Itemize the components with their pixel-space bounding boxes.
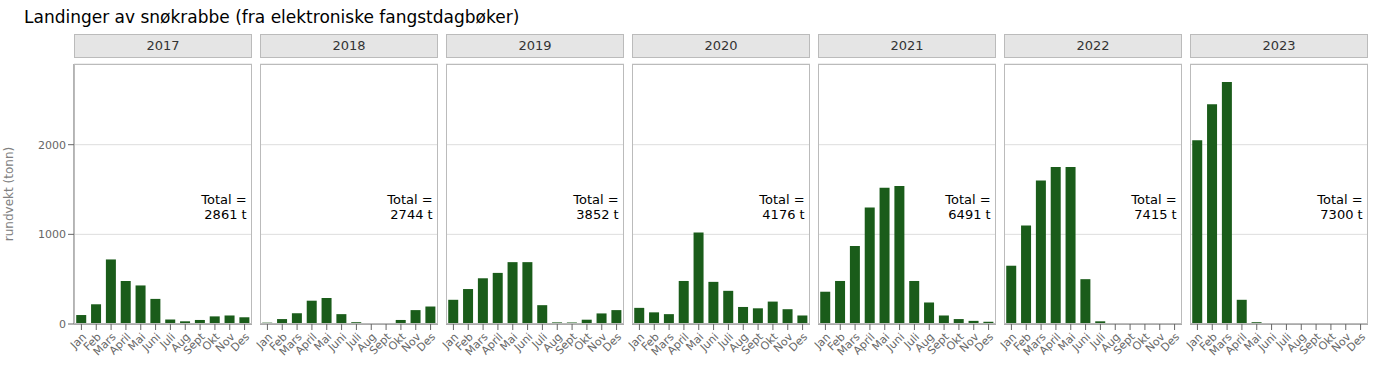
svg-text:Nov: Nov (585, 330, 610, 355)
svg-text:Des: Des (786, 330, 810, 354)
svg-text:Aug: Aug (912, 330, 937, 355)
svg-text:Okt: Okt (1315, 330, 1339, 354)
svg-text:Juni: Juni (883, 330, 908, 354)
svg-text:April: April (1222, 330, 1250, 358)
svg-text:Feb: Feb (824, 330, 848, 354)
svg-text:Okt: Okt (943, 330, 967, 354)
svg-text:April: April (292, 330, 320, 358)
svg-text:Nov: Nov (1143, 330, 1168, 355)
svg-text:Juli: Juli (343, 330, 365, 352)
svg-text:Mars: Mars (1206, 330, 1235, 359)
svg-text:Feb: Feb (1196, 330, 1220, 354)
svg-text:Mai: Mai (497, 330, 521, 354)
svg-text:Nov: Nov (399, 330, 424, 355)
svg-text:April: April (1036, 330, 1064, 358)
svg-text:Feb: Feb (1010, 330, 1034, 354)
svg-text:Nov: Nov (213, 330, 238, 355)
svg-text:Okt: Okt (385, 330, 409, 354)
svg-text:April: April (478, 330, 506, 358)
svg-text:Mars: Mars (648, 330, 677, 359)
svg-text:Aug: Aug (1098, 330, 1123, 355)
svg-text:Feb: Feb (638, 330, 662, 354)
html-text:Total = 2744 t: Total = 2744 t (387, 192, 433, 222)
svg-text:Mars: Mars (462, 330, 491, 359)
svg-text:2000: 2000 (38, 139, 66, 152)
html-text:Landinger av snøkrabbe (fra el: Landinger av snøkrabbe (fra elektroniske… (24, 7, 520, 27)
svg-text:Sept: Sept (1110, 330, 1138, 358)
svg-text:rundvekt (tonn): rundvekt (tonn) (2, 147, 16, 241)
html-text:Total = 7415 t: Total = 7415 t (1131, 192, 1177, 222)
svg-text:Juni: Juni (511, 330, 536, 354)
svg-text:Mai: Mai (869, 330, 893, 354)
svg-text:Des: Des (972, 330, 996, 354)
svg-text:Juli: Juli (1273, 330, 1295, 352)
svg-text:Aug: Aug (1284, 330, 1309, 355)
svg-text:Nov: Nov (1329, 330, 1354, 355)
svg-text:Mars: Mars (1020, 330, 1049, 359)
html-text:Total = 2861 t: Total = 2861 t (201, 192, 247, 222)
svg-text:Sept: Sept (552, 330, 580, 358)
svg-text:Juli: Juli (529, 330, 551, 352)
html-text:Total = 3852 t: Total = 3852 t (573, 192, 619, 222)
html-text:Total = 6491 t: Total = 6491 t (945, 192, 991, 222)
svg-text:Aug: Aug (168, 330, 193, 355)
html-text:2023: 2023 (1262, 38, 1296, 53)
svg-text:Sept: Sept (924, 330, 952, 358)
svg-text:Nov: Nov (771, 330, 796, 355)
svg-text:April: April (664, 330, 692, 358)
svg-text:Mai: Mai (683, 330, 707, 354)
svg-text:Feb: Feb (80, 330, 104, 354)
svg-text:Juni: Juni (139, 330, 164, 354)
svg-text:Feb: Feb (452, 330, 476, 354)
svg-text:Des: Des (600, 330, 624, 354)
svg-text:April: April (850, 330, 878, 358)
svg-text:Okt: Okt (1129, 330, 1153, 354)
svg-text:Des: Des (228, 330, 252, 354)
svg-text:Aug: Aug (354, 330, 379, 355)
svg-text:Des: Des (414, 330, 438, 354)
svg-text:Mai: Mai (125, 330, 149, 354)
svg-text:Juni: Juni (325, 330, 350, 354)
html-text:2017: 2017 (146, 38, 180, 53)
svg-text:April: April (106, 330, 134, 358)
svg-text:Juni: Juni (1069, 330, 1094, 354)
svg-text:Mars: Mars (90, 330, 119, 359)
svg-text:Juli: Juli (1087, 330, 1109, 352)
svg-text:Okt: Okt (571, 330, 595, 354)
svg-text:Aug: Aug (540, 330, 565, 355)
svg-text:Des: Des (1344, 330, 1368, 354)
html-text:Total = 4176 t: Total = 4176 t (759, 192, 805, 222)
html-text:Total = 7300 t: Total = 7300 t (1317, 192, 1363, 222)
svg-text:Sept: Sept (366, 330, 394, 358)
svg-text:Sept: Sept (180, 330, 208, 358)
html-text:2021: 2021 (890, 38, 924, 53)
html-text:2019: 2019 (518, 38, 552, 53)
svg-text:Sept: Sept (738, 330, 766, 358)
svg-text:Mai: Mai (1241, 330, 1265, 354)
svg-text:Jan: Jan (67, 330, 90, 352)
svg-text:Juni: Juni (697, 330, 722, 354)
svg-text:Aug: Aug (726, 330, 751, 355)
svg-text:Feb: Feb (266, 330, 290, 354)
svg-text:Mai: Mai (1055, 330, 1079, 354)
svg-text:1000: 1000 (38, 228, 66, 241)
svg-text:Nov: Nov (957, 330, 982, 355)
svg-text:Juli: Juli (157, 330, 179, 352)
svg-text:Mars: Mars (276, 330, 305, 359)
html-text:2018: 2018 (332, 38, 366, 53)
html-text:2020: 2020 (704, 38, 738, 53)
html-text:2022: 2022 (1076, 38, 1110, 53)
svg-text:Okt: Okt (199, 330, 223, 354)
svg-text:Juli: Juli (901, 330, 923, 352)
svg-text:Des: Des (1158, 330, 1182, 354)
svg-text:Juli: Juli (715, 330, 737, 352)
svg-text:Juni: Juni (1255, 330, 1280, 354)
svg-text:Mars: Mars (834, 330, 863, 359)
svg-text:Sept: Sept (1296, 330, 1324, 358)
svg-text:Mai: Mai (311, 330, 335, 354)
svg-text:0: 0 (59, 318, 66, 331)
svg-text:Okt: Okt (757, 330, 781, 354)
